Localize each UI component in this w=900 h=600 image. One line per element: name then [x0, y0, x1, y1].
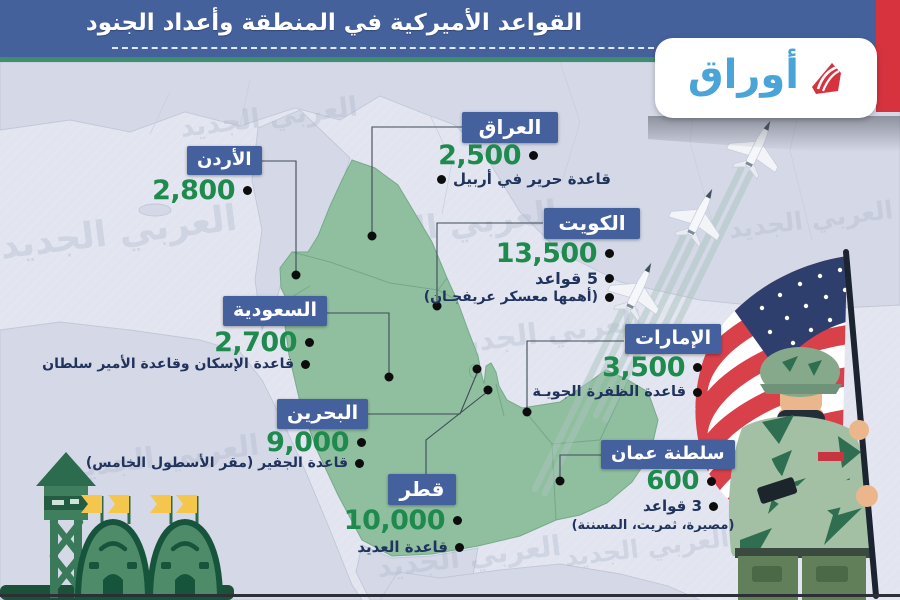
- bullet-icon: [709, 501, 718, 511]
- troops-value: 2,800: [152, 175, 235, 206]
- bullet-icon: [605, 249, 614, 258]
- bases-text: (أهمها معسكر عريفجـان): [423, 289, 598, 305]
- country-badge-jordan: الأردن: [187, 146, 262, 175]
- country-badge-qatar: قطر: [388, 474, 456, 505]
- tent-flags: [81, 495, 197, 513]
- troops-qatar: 10,000: [338, 505, 462, 536]
- soldier-icon: [728, 347, 873, 600]
- bullet-icon: [355, 458, 364, 468]
- bases-count-text: 3 قواعد: [643, 497, 702, 515]
- bases-count-oman: 3 قواعد: [626, 497, 718, 515]
- troops-saudi: 2,700: [198, 327, 314, 358]
- bases-oman: (مصيرة، ثمريت، المسننة): [572, 518, 735, 533]
- bullet-icon: [301, 359, 310, 369]
- bullet-icon: [437, 174, 446, 184]
- awraq-logo-icon: [807, 58, 851, 106]
- base-location-dots: [291, 231, 565, 486]
- troops-value: 9,000: [266, 427, 349, 458]
- brand-red-bar: [876, 0, 900, 112]
- page-title: القواعد الأميركية في المنطقة وأعداد الجن…: [85, 10, 583, 36]
- bases-count-text: 5 قواعد: [535, 269, 598, 288]
- troops-oman: 600: [634, 466, 716, 496]
- bullet-icon: [305, 338, 314, 347]
- banner-green-strip: [0, 57, 900, 62]
- bases-qatar: قاعدة العديد: [348, 538, 464, 556]
- watchtower-icon: [36, 452, 96, 598]
- bases-text: قاعدة الجفير (مقر الأسطول الخامس): [85, 455, 348, 471]
- awraq-logo-text: أوراق: [687, 52, 799, 98]
- troops-value: 2,700: [214, 327, 297, 358]
- troops-value: 3,500: [602, 352, 685, 383]
- troops-value: 13,500: [495, 238, 598, 269]
- country-badge-saudi: السعودية: [223, 296, 328, 326]
- country-badge-bahrain: البحرين: [277, 399, 369, 429]
- tent-icons: [74, 495, 224, 600]
- bases-text: قاعدة حرير في أربيل: [453, 170, 611, 188]
- bullet-icon: [693, 387, 702, 397]
- bases-saudi: قاعدة الإسكان وقاعدة الأمير سلطان: [42, 356, 310, 372]
- troops-value: 10,000: [343, 505, 446, 536]
- troops-value: 2,500: [438, 140, 521, 171]
- troops-iraq: 2,500: [428, 140, 538, 171]
- country-badge-iraq: العراق: [462, 112, 558, 143]
- bases-text: قاعدة العديد: [357, 538, 448, 556]
- bullet-icon: [455, 542, 464, 552]
- bullet-icon: [693, 363, 702, 372]
- bases-iraq: قاعدة حرير في أربيل: [437, 170, 611, 188]
- troops-jordan: 2,800: [152, 175, 252, 206]
- soldier-hand: [849, 420, 869, 440]
- country-badge-uae: الإمارات: [625, 324, 722, 354]
- awraq-logo: أوراق: [655, 38, 877, 118]
- banner-dashed-line: [112, 47, 664, 49]
- bullet-icon: [529, 151, 538, 160]
- bullet-icon: [453, 516, 462, 525]
- bases-count-kuwait: 5 قواعد: [500, 269, 614, 288]
- troops-uae: 3,500: [592, 352, 702, 383]
- bullet-icon: [605, 292, 614, 302]
- bases-bahrain: قاعدة الجفير (مقر الأسطول الخامس): [86, 455, 364, 471]
- troops-kuwait: 13,500: [496, 238, 614, 269]
- soldier-flag-illustration: [695, 249, 879, 600]
- bases-text: قاعدة الإسكان وقاعدة الأمير سلطان: [42, 356, 294, 372]
- bases-uae: قاعدة الظفرة الجويـة: [530, 384, 702, 400]
- troops-value: 600: [646, 466, 699, 496]
- military-camp-illustration: [0, 452, 234, 600]
- country-badge-kuwait: الكويت: [544, 208, 640, 239]
- bullet-icon: [243, 186, 252, 195]
- bullet-icon: [707, 476, 716, 486]
- bases-text: (مصيرة، ثمريت، المسننة): [571, 518, 735, 533]
- bullet-icon: [357, 438, 366, 447]
- connector-lines: [262, 126, 624, 478]
- bases-text: قاعدة الظفرة الجويـة: [532, 384, 686, 400]
- bullet-icon: [605, 274, 614, 283]
- soldier-hand: [856, 485, 878, 507]
- bottom-border: [0, 594, 900, 597]
- bases-kuwait: (أهمها معسكر عريفجـان): [424, 289, 614, 305]
- troops-bahrain: 9,000: [238, 427, 366, 458]
- country-badge-oman: سلطنة عمان: [601, 440, 735, 469]
